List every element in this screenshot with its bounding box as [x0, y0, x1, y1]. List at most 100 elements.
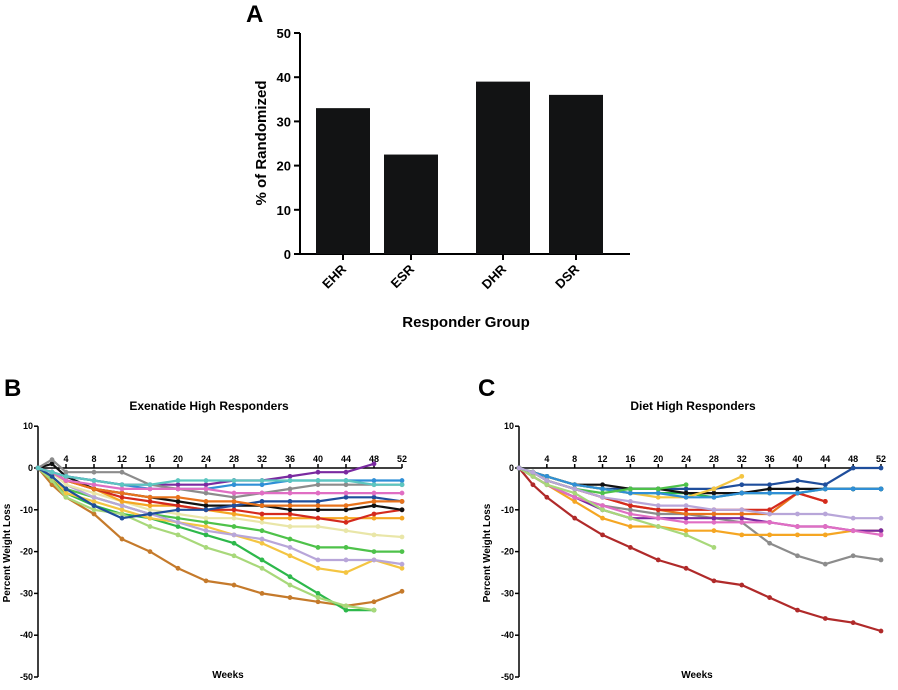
data-point	[600, 503, 605, 509]
data-point	[399, 478, 405, 483]
data-point	[91, 507, 97, 513]
x-tick-label: 32	[257, 454, 267, 464]
data-point	[399, 565, 405, 571]
data-point	[850, 528, 856, 534]
data-point	[147, 503, 153, 509]
data-point	[91, 494, 97, 500]
data-point	[627, 524, 633, 529]
data-point	[315, 490, 321, 496]
data-point	[655, 557, 661, 563]
data-point	[315, 591, 321, 596]
data-point	[231, 494, 237, 500]
data-point	[572, 494, 578, 500]
data-point	[683, 482, 689, 488]
data-point	[371, 490, 377, 496]
data-point	[203, 528, 209, 534]
data-point	[259, 515, 265, 521]
data-point	[371, 557, 377, 563]
data-point	[91, 478, 97, 483]
data-point	[49, 461, 55, 467]
data-point	[600, 486, 605, 492]
data-point	[259, 565, 265, 571]
data-point	[683, 486, 689, 492]
data-point	[147, 524, 153, 529]
data-point	[147, 515, 153, 521]
x-tick-label: 44	[341, 454, 351, 464]
data-point	[711, 494, 717, 500]
panel-a-y-tick-label: 20	[277, 159, 291, 174]
panel-c: C Diet High Responders 10 0 -10 -20 -30 -40 -50 4…	[478, 375, 886, 682]
data-point	[287, 595, 293, 600]
data-point	[683, 565, 689, 571]
data-point	[544, 473, 550, 479]
data-point	[822, 482, 828, 488]
data-point	[287, 515, 293, 521]
data-point	[739, 473, 745, 479]
data-point	[91, 511, 97, 517]
data-point	[683, 494, 689, 500]
y-tick-label: -30	[20, 588, 33, 598]
data-point	[231, 553, 237, 559]
data-point	[147, 482, 153, 488]
data-point	[203, 578, 209, 584]
series-5	[516, 465, 884, 538]
x-tick-label: 20	[173, 454, 183, 464]
data-point	[63, 494, 69, 500]
data-point	[711, 528, 717, 534]
data-point	[655, 486, 661, 492]
y-tick-label: -10	[20, 505, 33, 515]
data-point	[119, 469, 125, 475]
data-point	[259, 540, 265, 546]
data-point	[343, 519, 349, 525]
data-point	[343, 482, 349, 488]
data-point	[147, 511, 153, 517]
data-point	[147, 549, 153, 554]
data-point	[371, 478, 377, 483]
data-point	[544, 482, 550, 488]
data-point	[850, 553, 856, 559]
data-point	[516, 465, 522, 471]
y-tick-label: -50	[20, 672, 33, 682]
y-tick-label: -40	[20, 630, 33, 640]
data-point	[119, 490, 125, 496]
data-point	[683, 511, 689, 517]
data-point	[91, 503, 97, 509]
data-point	[343, 570, 349, 575]
bar-dsr	[549, 94, 603, 254]
data-point	[627, 490, 633, 496]
panel-a-y-axis-title: % of Randomized	[253, 80, 270, 205]
x-tick-label: 40	[792, 454, 802, 464]
data-point	[572, 486, 578, 492]
x-tick-label: 12	[598, 454, 608, 464]
series-11	[516, 465, 884, 496]
data-point	[175, 515, 181, 521]
data-point	[287, 524, 293, 529]
data-point	[878, 528, 884, 534]
data-point	[287, 545, 293, 550]
data-point	[739, 519, 745, 525]
data-point	[315, 595, 321, 600]
data-point	[287, 473, 293, 479]
data-point	[655, 490, 661, 496]
data-point	[259, 511, 265, 517]
data-point	[627, 503, 633, 509]
data-point	[711, 545, 717, 550]
data-point	[343, 515, 349, 521]
data-point	[795, 524, 800, 529]
data-point	[822, 486, 828, 492]
data-point	[371, 607, 377, 613]
y-tick-label: -50	[501, 672, 514, 682]
data-point	[600, 532, 605, 538]
data-point	[655, 507, 661, 513]
data-point	[822, 561, 828, 567]
data-point	[371, 599, 377, 605]
data-point	[175, 511, 181, 517]
x-tick-label: 12	[117, 454, 127, 464]
data-point	[203, 499, 209, 504]
data-point	[231, 507, 237, 513]
data-point	[767, 595, 773, 600]
x-tick-label: 24	[201, 454, 211, 464]
data-point	[231, 478, 237, 483]
panel-a-y-tick-label: 0	[284, 247, 291, 262]
y-tick-label: -20	[20, 547, 33, 557]
